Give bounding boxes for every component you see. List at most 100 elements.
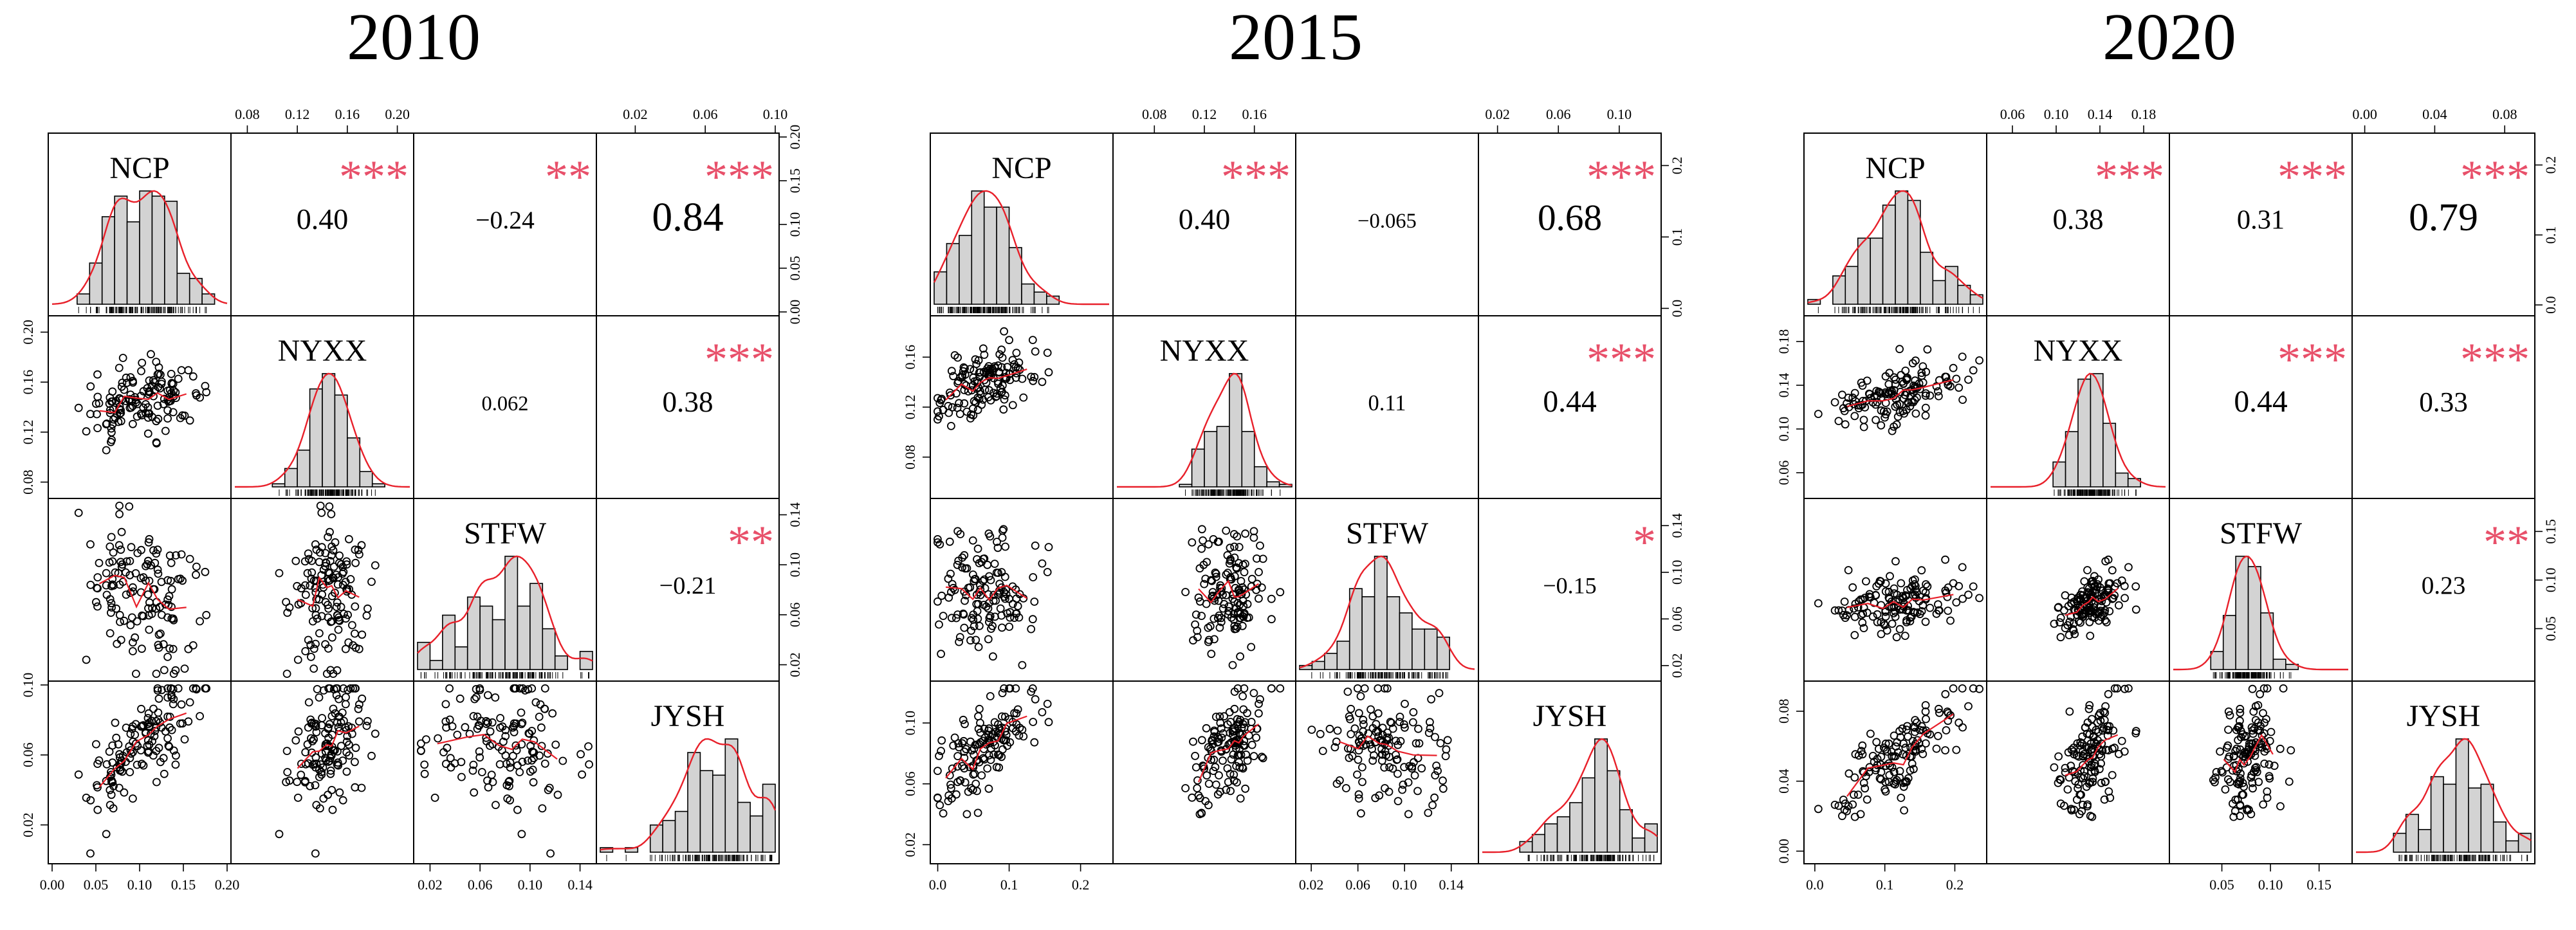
scatter-point [283, 608, 292, 617]
scatter-point [1844, 566, 1853, 574]
axis-tick-label: 0.02 [20, 812, 36, 837]
scatter-point [282, 747, 291, 755]
scatter-point [2101, 708, 2110, 717]
scatter-point [2083, 583, 2092, 592]
scatter-point [1875, 388, 1884, 397]
scatter-point [1258, 754, 1267, 763]
scatter-point [982, 740, 991, 749]
variable-label: NCP [991, 151, 1051, 185]
scatter-point [512, 746, 521, 754]
scatter-point [201, 567, 210, 576]
histogram-bar [2455, 738, 2469, 853]
scatter-point [1861, 784, 1870, 793]
scatter-point [1850, 604, 1858, 613]
scatter-point [152, 670, 161, 678]
scatter-point [351, 558, 360, 567]
scatter-point [313, 685, 322, 693]
scatter-point [1881, 399, 1890, 407]
histogram-bar [1311, 661, 1325, 670]
scatter-point [297, 770, 306, 780]
scatter-point [974, 724, 983, 733]
scatter-point [334, 625, 343, 634]
scatter-point [1224, 778, 1233, 787]
histogram-bar [1594, 738, 1608, 853]
scatter-point [328, 805, 337, 814]
scatter-point [169, 408, 178, 417]
scatter-point [956, 373, 965, 382]
correlation-value: 0.33 [2419, 387, 2468, 417]
scatter-point [1385, 741, 1394, 750]
scatter-point [117, 382, 126, 391]
histogram-bar [1932, 280, 1946, 305]
panel-JYSH-STFW [413, 680, 597, 864]
density-curve [1991, 372, 2166, 488]
scatter-point [1358, 778, 1366, 787]
scatter-point [2114, 750, 2123, 758]
scatter-point [2061, 763, 2070, 772]
scatter-point [1433, 767, 1442, 775]
scatter-point [1873, 610, 1882, 619]
scatter-point [1888, 619, 1897, 628]
scatter-point [156, 758, 165, 767]
scatter-point [2101, 606, 2110, 615]
scatter-point [540, 704, 549, 713]
scatter-point [1895, 625, 1904, 634]
scatter-point [445, 715, 454, 724]
scatter-point [1850, 790, 1858, 799]
scatter-point [973, 544, 982, 553]
scatter-point [2238, 779, 2247, 787]
scatter-point [82, 794, 91, 802]
scatter-point [1859, 610, 1868, 618]
scatter-point [354, 717, 363, 726]
scatter-point [2285, 778, 2294, 786]
scatter-point [152, 778, 161, 787]
scatter-point [167, 684, 176, 693]
scatter-point [1399, 780, 1408, 789]
scatter-point [133, 549, 142, 558]
axis-tick-label: 0.10 [787, 552, 803, 578]
scatter-point [178, 576, 187, 585]
scatter-point [529, 778, 538, 787]
scatter-point [1915, 725, 1924, 734]
scatter-point [2131, 605, 2140, 614]
scatter-point [1392, 756, 1401, 764]
scatter-point [2256, 689, 2265, 698]
scatter-point [165, 592, 174, 601]
axis-tick-label: 0.10 [902, 711, 918, 736]
scatter-point [1394, 740, 1403, 749]
panel-JYSH-NCP [930, 680, 1114, 864]
scatter-point [977, 771, 986, 780]
scatter-point [117, 396, 126, 404]
scatter-point [441, 700, 450, 709]
scatter-point [972, 590, 981, 599]
scatter-point [967, 784, 975, 792]
scatter-point [321, 640, 330, 649]
scatter-point [1018, 374, 1027, 383]
scatter-point [1900, 806, 1909, 815]
scatter-point [145, 625, 154, 634]
density-curve [417, 555, 593, 662]
scatter-point [137, 644, 146, 653]
panel-NCP-NYXX: 0.40*** [230, 132, 414, 316]
scatter-point [111, 413, 120, 422]
scatter-point [138, 358, 147, 367]
scatter-point [511, 741, 520, 750]
axis-tick-label: 0.10 [20, 673, 36, 698]
scatter-point [2279, 684, 2288, 693]
scatter-point [1392, 736, 1401, 745]
scatter-point [311, 540, 320, 549]
scatter-point [988, 621, 997, 630]
axis-tick-label: 0.05 [84, 877, 109, 893]
scatter-point [1911, 409, 1920, 418]
scatter-point [961, 596, 969, 605]
scatter-point [2069, 743, 2078, 752]
histogram-bar [554, 655, 568, 670]
scatter-point [2083, 729, 2092, 738]
scatter-point [2221, 785, 2230, 794]
scatter-point [986, 756, 995, 764]
scatter-point [1255, 700, 1263, 708]
axis-tick-label: 0.14 [1776, 373, 1792, 398]
scatter-point [153, 686, 162, 695]
scatter-point [177, 366, 186, 374]
scatter-point [2249, 707, 2258, 716]
